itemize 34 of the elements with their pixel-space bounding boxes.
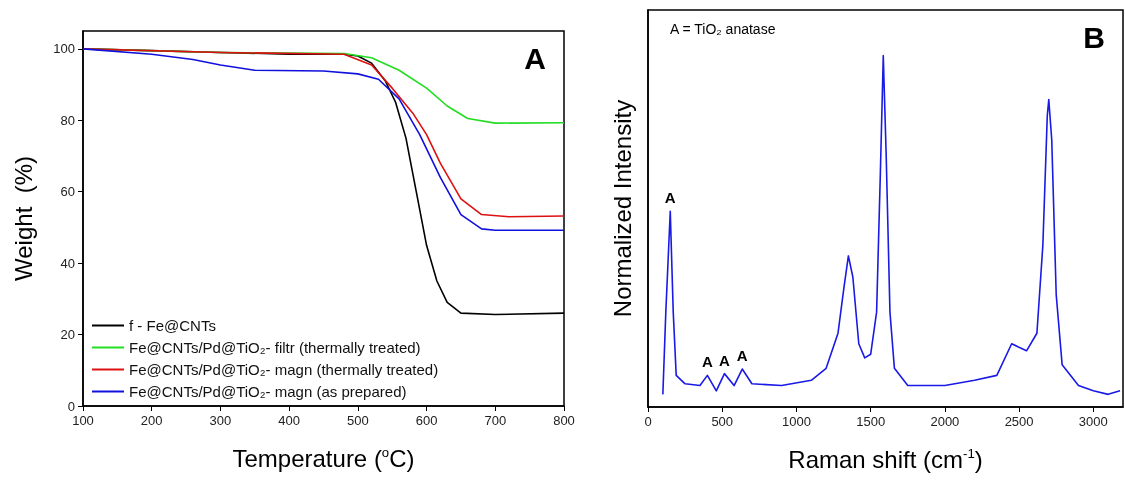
x-tick-label: 300 [209, 413, 232, 428]
x-tick-label: 3000 [1078, 414, 1108, 429]
x-tick-label: 800 [553, 413, 575, 428]
y-tick-label: 20 [60, 327, 75, 343]
x-tick-label: 0 [644, 414, 652, 429]
x-tick-label: 2500 [1004, 414, 1034, 429]
text: A = TiO₂ anatase [670, 21, 776, 37]
text: B [1083, 20, 1106, 54]
x-tick-label: 200 [140, 413, 163, 428]
y-tick-label: 0 [67, 398, 75, 414]
annotation: A [719, 351, 731, 369]
x-tick-label: 400 [278, 413, 300, 428]
x-tick-label: 100 [72, 413, 94, 428]
x-tick-label: 1000 [781, 414, 811, 429]
x-tick-label: 600 [415, 413, 438, 428]
x-tick-label: 500 [711, 414, 734, 429]
legend-label: Fe@CNTs/Pd@TiO₂- filtr (thermally treated) [129, 339, 421, 356]
annotation: A [664, 189, 676, 207]
x-tick-label: 1500 [856, 414, 886, 429]
y-axis-title: Normalized Intensity [608, 99, 636, 318]
annotation: A [736, 347, 748, 365]
legend-label: f - Fe@CNTs [129, 317, 216, 334]
annotation: A [701, 353, 713, 371]
y-tick-label: 80 [60, 112, 75, 128]
y-tick-label: 100 [53, 41, 75, 57]
x-tick-label: 500 [347, 413, 369, 428]
annotation: A [524, 41, 547, 75]
x-tick-label: 700 [484, 413, 507, 428]
y-tick-label: 60 [60, 184, 75, 200]
x-tick-label: 2000 [930, 414, 960, 429]
y-tick-label: 40 [60, 255, 75, 271]
legend-label: Fe@CNTs/Pd@TiO₂- magn (thermally treated) [129, 361, 439, 378]
y-axis-title: Weight (%) [9, 156, 37, 281]
legend-label: Fe@CNTs/Pd@TiO₂- magn (as prepared) [129, 383, 407, 400]
